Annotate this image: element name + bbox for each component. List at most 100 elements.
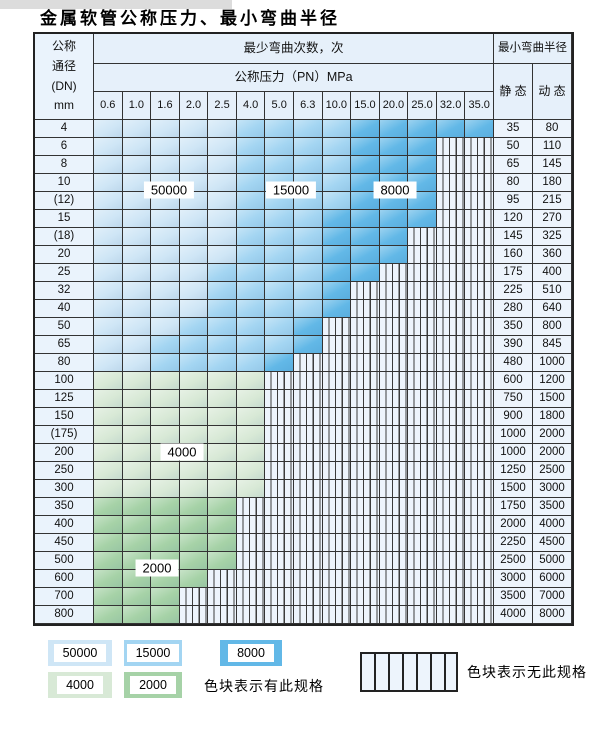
spec-cell [122,444,152,462]
no-spec-cell [322,552,352,570]
spec-cell [122,408,152,426]
no-spec-cell [294,480,323,498]
page-title: 金属软管公称压力、最小弯曲半径 [40,9,340,28]
static-radius-cell: 600 [494,372,533,390]
no-spec-cell [436,246,466,264]
spec-cell [151,534,180,552]
no-spec-cell [465,444,494,462]
no-spec-cell [351,318,380,336]
dynamic-radius-cell: 270 [533,210,572,228]
spec-cell [294,228,323,246]
spec-cell [122,138,152,156]
no-spec-cell [465,480,494,498]
no-spec-cell [408,336,437,354]
spec-cell [208,372,237,390]
spec-cell [122,120,152,138]
spec-cell [208,192,237,210]
legend-swatch-label: 4000 [57,676,103,694]
spec-cell [151,498,180,516]
spec-cell [122,318,152,336]
no-spec-cell [294,426,323,444]
spec-cell [151,210,180,228]
no-spec-cell [294,516,323,534]
no-spec-cell [322,426,352,444]
spec-cell [236,462,266,480]
no-spec-cell [465,138,494,156]
no-spec-cell [465,570,494,588]
spec-cell [236,480,266,498]
spec-cell [265,354,294,372]
no-spec-cell [408,390,437,408]
spec-cell [208,462,237,480]
spec-cell [122,480,152,498]
legend-has-spec-text: 色块表示有此规格 [204,678,324,694]
spec-cell [151,318,180,336]
spec-cell [122,282,152,300]
spec-cell [236,372,266,390]
no-spec-cell [436,282,466,300]
spec-cell [94,444,123,462]
no-spec-cell [322,354,352,372]
dynamic-radius-cell: 1500 [533,390,572,408]
dn-cell: 50 [35,318,94,336]
header-min-bend-radius: 最小弯曲半径 [494,34,572,64]
spec-cell [351,138,380,156]
dynamic-radius-cell: 1800 [533,408,572,426]
dn-cell: 32 [35,282,94,300]
no-spec-cell [436,444,466,462]
no-spec-cell [265,606,294,624]
header-pressure-value: 4.0 [236,92,266,120]
dynamic-radius-cell: 510 [533,282,572,300]
dn-cell: 20 [35,246,94,264]
no-spec-cell [465,192,494,210]
no-spec-cell [408,570,437,588]
no-spec-cell [465,426,494,444]
spec-cell [122,354,152,372]
spec-cell [179,552,209,570]
legend-swatch-label: 15000 [126,644,180,662]
static-radius-cell: 1000 [494,426,533,444]
spec-cell [208,282,237,300]
spec-cell [322,192,352,210]
spec-cell [179,264,209,282]
no-spec-cell [265,480,294,498]
spec-cell [379,210,409,228]
no-spec-cell [408,426,437,444]
spec-cell [208,408,237,426]
spec-cell [151,282,180,300]
spec-cell [351,174,380,192]
no-spec-cell [408,534,437,552]
spec-cell [294,336,323,354]
no-spec-cell [265,516,294,534]
spec-cell [408,120,437,138]
spec-cell [208,354,237,372]
dn-cell: (12) [35,192,94,210]
spec-cell [208,264,237,282]
header-nominal-pressure: 公称压力（PN）MPa [94,64,494,92]
dynamic-radius-cell: 7000 [533,588,572,606]
spec-cell [151,336,180,354]
legend-swatch-8000: 8000 [220,640,282,666]
spec-cell [236,354,266,372]
no-spec-cell [294,354,323,372]
dynamic-radius-cell: 5000 [533,552,572,570]
header-pressure-value: 0.6 [94,92,123,120]
spec-cell [94,138,123,156]
dynamic-radius-cell: 3000 [533,480,572,498]
spec-cell [208,498,237,516]
no-spec-cell [379,426,409,444]
static-radius-cell: 2000 [494,516,533,534]
no-spec-cell [379,282,409,300]
spec-cell [236,300,266,318]
no-spec-cell [322,534,352,552]
spec-cell [151,606,180,624]
dn-cell: 500 [35,552,94,570]
spec-cell [151,354,180,372]
no-spec-cell [294,552,323,570]
spec-cell [265,138,294,156]
spec-cell [122,264,152,282]
spec-cell [294,210,323,228]
dn-cell: 600 [35,570,94,588]
spec-cell [151,426,180,444]
